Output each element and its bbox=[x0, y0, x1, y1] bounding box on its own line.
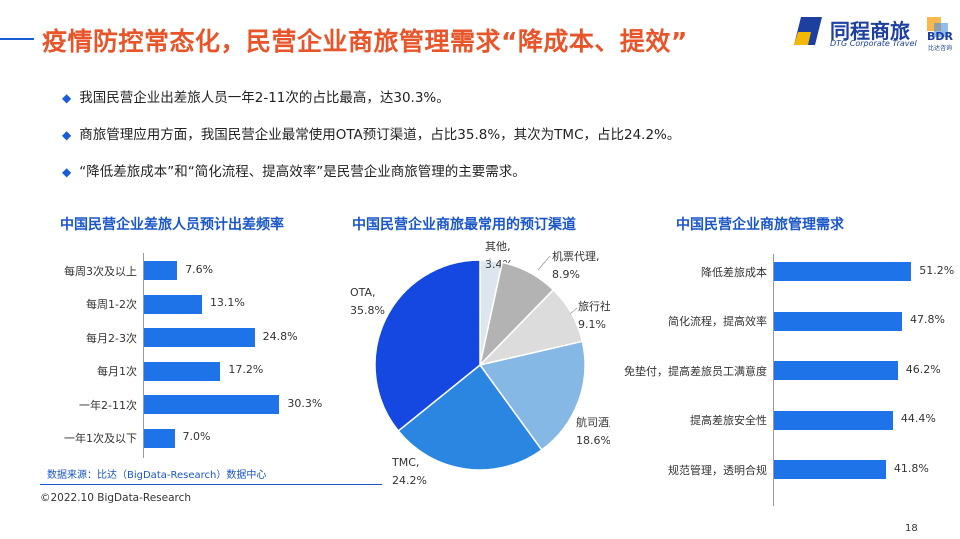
bullet-text: 商旅管理应用方面，我国民营企业最常使用OTA预订渠道，占比35.8%，其次为TM… bbox=[79, 127, 681, 143]
diamond-icon: ◆ bbox=[62, 91, 72, 105]
value-label: 44.4% bbox=[900, 412, 936, 425]
value-label: 47.8% bbox=[910, 313, 945, 326]
value-label: 51.2% bbox=[919, 263, 955, 277]
category-label: 提高差旅安全性 bbox=[690, 414, 767, 427]
title-accent-line bbox=[0, 38, 34, 40]
bar bbox=[143, 428, 175, 448]
source-divider bbox=[40, 484, 382, 485]
logo-subtitle: DTG Corporate Travel bbox=[830, 39, 917, 48]
category-label: 免垫付，提高差旅员工满意度 bbox=[624, 364, 767, 378]
value-label: 24.8% bbox=[262, 329, 298, 343]
logo-mark-icon bbox=[794, 17, 822, 45]
slice-pct-label: 9.1% bbox=[578, 318, 606, 331]
value-label: 7.6% bbox=[185, 262, 214, 276]
bar bbox=[773, 262, 912, 281]
value-label: 46.2% bbox=[905, 362, 941, 376]
value-label: 7.0% bbox=[182, 430, 211, 443]
pie-slice bbox=[478, 340, 586, 451]
slice-label: 航司酒店直销, bbox=[576, 415, 610, 429]
category-label: 规范管理，透明合规 bbox=[668, 463, 767, 477]
category-label: 每周3次及以上 bbox=[64, 264, 137, 278]
slice-label: 其他, bbox=[485, 240, 511, 253]
y-axis-line bbox=[773, 254, 774, 506]
channel-chart-title: 中国民营企业商旅最常用的预订渠道 bbox=[352, 217, 576, 233]
bullet-item: ◆ 商旅管理应用方面，我国民营企业最常使用OTA预订渠道，占比35.8%，其次为T… bbox=[62, 123, 680, 143]
bullet-text: 我国民营企业出差旅人员一年2-11次的占比最高，达30.3%。 bbox=[79, 90, 450, 106]
pie-slice bbox=[397, 363, 543, 471]
frequency-chart-title: 中国民营企业差旅人员预计出差频率 bbox=[60, 217, 284, 233]
category-label: 降低差旅成本 bbox=[701, 265, 767, 279]
bdr-logo-icon: BDR 比达咨询 bbox=[927, 17, 954, 52]
channel-pie-chart: 其他,3.4%机票代理,8.9%旅行社,9.1%航司酒店直销,18.6%TMC,… bbox=[350, 240, 610, 487]
pie-slice bbox=[374, 259, 481, 432]
value-label: 13.1% bbox=[209, 296, 245, 309]
bullet-item: ◆ 我国民营企业出差旅人员一年2-11次的占比最高，达30.3%。 bbox=[62, 86, 450, 106]
needs-chart-title: 中国民营企业商旅管理需求 bbox=[676, 217, 844, 233]
data-source: 数据来源：比达（BigData-Research）数据中心 bbox=[47, 470, 267, 481]
value-label: 41.8% bbox=[893, 461, 929, 475]
value-label: 30.3% bbox=[287, 396, 323, 410]
value-label: 17.2% bbox=[228, 363, 264, 376]
bar bbox=[773, 460, 886, 479]
slice-pct-label: 18.6% bbox=[576, 434, 610, 447]
copyright: ©2022.10 BigData-Research bbox=[40, 492, 192, 504]
bar bbox=[143, 361, 221, 381]
leader-line bbox=[537, 255, 551, 271]
bdr-badge-text: BDR bbox=[927, 30, 954, 43]
slice-label: TMC, bbox=[391, 456, 419, 469]
category-label: 一年1次及以下 bbox=[64, 432, 137, 445]
bar bbox=[773, 410, 893, 430]
slice-pct-label: 35.8% bbox=[350, 304, 385, 317]
slice-label: OTA, bbox=[350, 286, 376, 299]
bullet-item: ◆ “降低差旅成本”和“简化流程、提高效率”是民营企业商旅管理的主要需求。 bbox=[62, 160, 526, 180]
bar bbox=[143, 395, 280, 414]
diamond-icon: ◆ bbox=[62, 128, 72, 142]
slice-label: 旅行社, bbox=[578, 299, 610, 313]
page-title: 疫情防控常态化，民营企业商旅管理需求“降成本、提效” bbox=[42, 27, 688, 56]
category-label: 每月2-3次 bbox=[86, 331, 137, 345]
category-label: 每周1-2次 bbox=[86, 298, 137, 311]
category-label: 一年2-11次 bbox=[79, 398, 137, 412]
bullet-text: “降低差旅成本”和“简化流程、提高效率”是民营企业商旅管理的主要需求。 bbox=[79, 164, 526, 180]
bar bbox=[773, 311, 903, 331]
bar bbox=[143, 328, 255, 347]
page-number: 18 bbox=[905, 523, 918, 534]
bar bbox=[143, 294, 202, 314]
category-label: 简化流程，提高效率 bbox=[668, 315, 767, 328]
y-axis-line bbox=[143, 253, 144, 458]
leader-line bbox=[569, 307, 578, 315]
bar bbox=[773, 361, 898, 380]
slice-label: 机票代理, bbox=[552, 249, 600, 263]
category-label: 每月1次 bbox=[97, 365, 137, 378]
logo: 同程商旅 DTG Corporate Travel BDR 比达咨询 bbox=[793, 12, 960, 52]
logo-name: 同程商旅 bbox=[830, 19, 910, 43]
bdr-badge-subtext: 比达咨询 bbox=[928, 44, 952, 52]
bar bbox=[143, 261, 178, 280]
slice-pct-label: 8.9% bbox=[552, 268, 580, 281]
diamond-icon: ◆ bbox=[62, 165, 72, 179]
slice-pct-label: 24.2% bbox=[392, 474, 427, 487]
